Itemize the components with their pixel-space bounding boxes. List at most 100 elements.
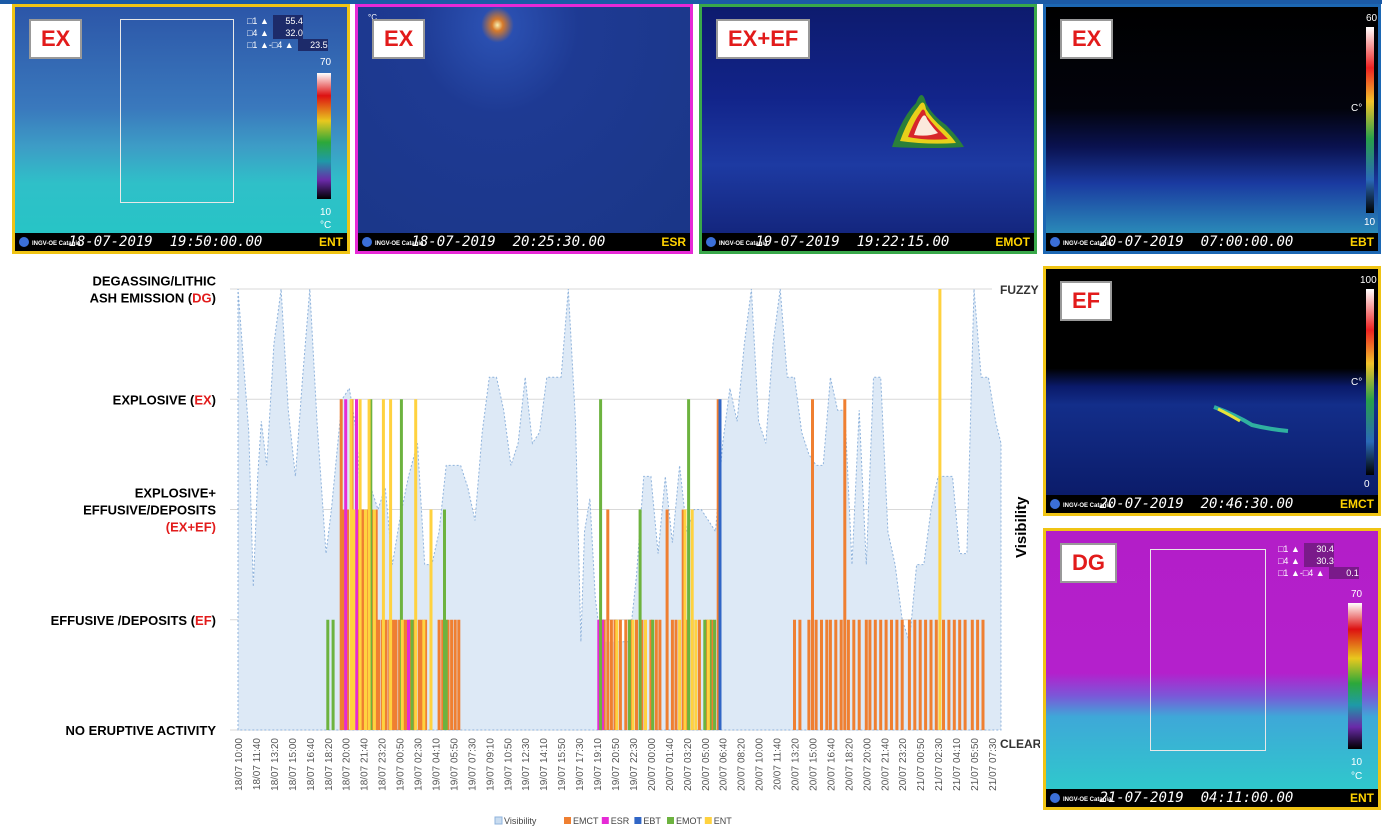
bar-emct	[629, 619, 633, 731]
bar-emot	[444, 619, 448, 731]
legend-label: EMOT	[676, 816, 703, 826]
date-label: 18-07-2019	[68, 234, 153, 250]
scale-unit-label: C°	[1351, 103, 1363, 114]
bar-emct	[820, 619, 823, 731]
readout-row: □1 ▲-□4 ▲ 0.1	[1278, 567, 1359, 579]
x-tick-label: 20/07 03:20	[683, 738, 694, 791]
roi-box	[1150, 549, 1266, 751]
bar-emct	[408, 619, 412, 731]
camera-label: ESR	[661, 235, 686, 249]
org-label: INGV-OE Catania	[375, 241, 424, 247]
bar-emot	[599, 399, 603, 731]
bar-ent	[400, 619, 404, 731]
bar-ent	[349, 399, 353, 731]
bar-emct	[346, 509, 349, 730]
y-axis-label: EFFUSIVE /DEPOSITS (EF)	[51, 613, 216, 628]
legend-swatch	[704, 817, 712, 824]
x-tick-label: 19/07 00:50	[396, 738, 407, 791]
bar-emct	[934, 619, 938, 731]
bar-emct	[420, 619, 424, 731]
date-label: 20-07-2019	[1099, 234, 1184, 250]
bar-emct	[674, 619, 678, 731]
bar-ent	[694, 619, 698, 731]
y-axis-right-bottom-label: CLEAR	[1000, 737, 1040, 751]
x-tick-label: 19/07 09:10	[485, 738, 496, 791]
bar-ent	[678, 619, 682, 731]
thermal-panel-ebt: 60 C° 10 EX INGV-OE Catania 20-07-2019 0…	[1043, 4, 1381, 254]
x-tick-label: 20/07 08:20	[737, 738, 748, 791]
bar-emct	[942, 619, 945, 731]
timestamp-bar: INGV-OE Catania 21-07-2019 04:11:00.00 E…	[1046, 789, 1378, 807]
bar-emct	[839, 619, 843, 731]
scale-min-label: 10	[1364, 217, 1376, 228]
lava-flow-shape	[892, 95, 964, 148]
x-tick-label: 19/07 20:50	[611, 738, 622, 791]
x-tick-label: 21/07 05:50	[970, 738, 981, 791]
time-label: 19:50:00.00	[169, 234, 263, 250]
bar-emct	[453, 619, 457, 731]
bar-ent	[938, 289, 942, 730]
time-label: 19:22:15.00	[856, 234, 950, 250]
bar-emct	[981, 619, 985, 731]
bar-emct	[404, 619, 408, 731]
legend-swatch	[564, 817, 571, 824]
y-axis-right-top-label: FUZZY	[1000, 283, 1039, 297]
ingv-logo-icon	[1050, 237, 1060, 247]
bar-ent	[706, 619, 710, 731]
bar-esr	[597, 619, 601, 731]
readout-row: □1 ▲-□4 ▲ 23.5	[247, 39, 328, 51]
legend-swatch	[634, 817, 642, 824]
ingv-logo-icon	[1050, 499, 1060, 509]
bar-esr	[407, 619, 410, 731]
bar-emct	[868, 619, 872, 731]
bar-ent	[381, 399, 385, 731]
bar-emct	[654, 619, 658, 731]
bar-ent	[429, 509, 433, 730]
timestamp-bar: INGV-OE Catania 18-07-2019 19:50:00.00 E…	[15, 233, 347, 251]
bar-emct	[685, 619, 689, 731]
bar-emct	[825, 619, 829, 731]
bar-esr	[600, 619, 604, 731]
x-tick-label: 20/07 01:40	[665, 738, 676, 791]
bar-emct	[929, 619, 933, 731]
scale-max-label: 70	[320, 57, 332, 68]
y-axis-label: EXPLOSIVE+	[135, 486, 217, 501]
y-axis-right-title: Visibility	[1013, 496, 1030, 558]
bar-emct	[360, 509, 364, 730]
org-label: INGV-OE Catania	[1063, 797, 1112, 803]
x-tick-label: 18/07 18:20	[324, 738, 335, 791]
legend-swatch	[601, 817, 609, 824]
bar-ent	[422, 619, 426, 731]
bar-emct	[602, 619, 606, 731]
timestamp-bar: INGV-OE Catania 19-07-2019 19:22:15.00 E…	[702, 233, 1034, 251]
time-label: 07:00:00.00	[1200, 234, 1294, 250]
ingv-logo-icon	[706, 237, 716, 247]
bar-ent	[414, 399, 418, 731]
x-tick-label: 18/07 23:20	[378, 738, 389, 791]
thermal-panel-emct: 100 C° 0 EF INGV-OE Catania 20-07-2019 2…	[1043, 266, 1381, 516]
scale-max-label: 70	[1351, 589, 1363, 600]
bar-emot	[369, 399, 373, 731]
bar-emct	[339, 399, 343, 731]
bar-emct	[394, 619, 398, 731]
scale-min-label: 0	[1364, 479, 1370, 490]
x-tick-label: 19/07 05:50	[449, 738, 460, 791]
bar-emct	[398, 619, 402, 731]
camera-label: EMOT	[995, 235, 1030, 249]
x-tick-label: 21/07 00:50	[916, 738, 927, 791]
bar-emct	[681, 509, 685, 730]
time-label: 20:25:30.00	[512, 234, 606, 250]
y-axis-label: (EX+EF)	[166, 520, 216, 535]
y-axis-label: ASH EMISSION (DG)	[90, 291, 216, 306]
bar-ent	[358, 399, 362, 731]
org-label: INGV-OE Catania	[1063, 503, 1112, 509]
bar-emct	[649, 619, 653, 731]
x-tick-label: 19/07 15:50	[557, 738, 568, 791]
bar-emct	[384, 619, 388, 731]
y-axis-label: EFFUSIVE/DEPOSITS	[83, 503, 216, 518]
bar-emct	[895, 619, 899, 731]
bar-emct	[884, 619, 888, 731]
scale-unit-label: °C	[1351, 771, 1363, 782]
bar-emct	[374, 509, 378, 730]
bar-emct	[377, 619, 381, 731]
